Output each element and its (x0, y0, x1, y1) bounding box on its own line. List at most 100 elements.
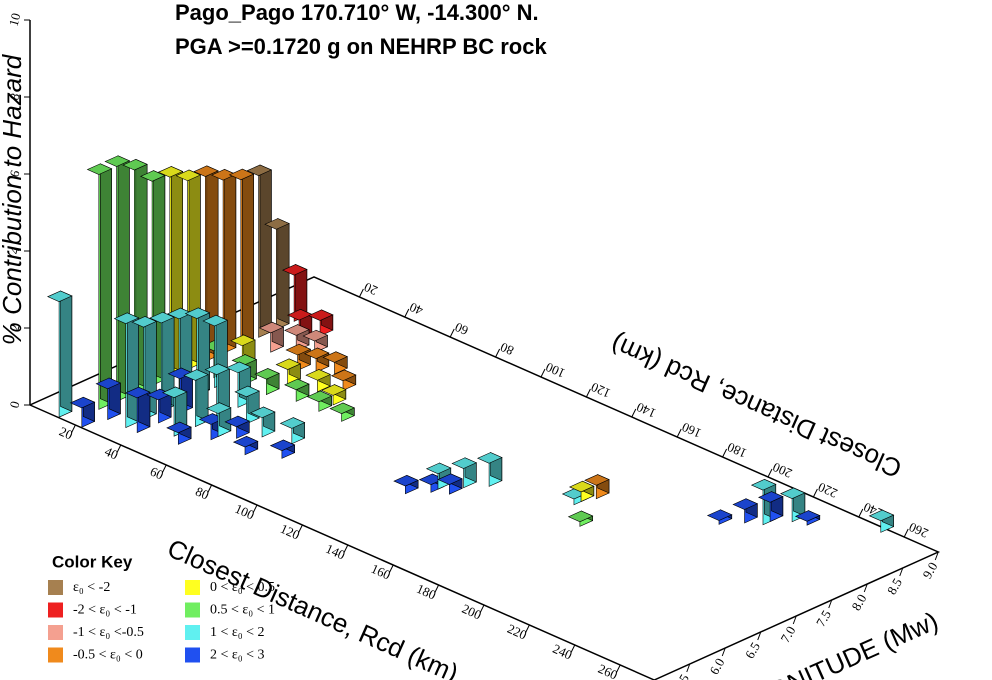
x-tick-back (812, 488, 818, 498)
bar-top (95, 377, 122, 390)
x-tick-label-back: 120 (589, 380, 613, 402)
x-tick (388, 564, 394, 574)
bar-side (241, 168, 254, 341)
bar (794, 510, 821, 526)
bar-top (281, 264, 308, 276)
m-tick-label: 5.5 (671, 671, 692, 680)
bar-top (330, 369, 357, 382)
bar (285, 343, 312, 371)
x-tick-label-back: 100 (543, 360, 567, 382)
x-tick-label-back: 60 (453, 320, 471, 339)
bar (86, 163, 113, 410)
bar-top (161, 386, 188, 399)
x-tick-label: 180 (414, 581, 438, 603)
x-tick (343, 544, 349, 554)
m-tick-label: 7.0 (777, 623, 798, 645)
bar-top (584, 474, 610, 486)
bar (320, 384, 347, 406)
bar-top (306, 390, 333, 403)
bar (305, 369, 331, 393)
bar (757, 491, 784, 523)
x-tick-back (676, 428, 682, 438)
bar-top (264, 218, 290, 230)
bar (322, 351, 349, 375)
x-tick (116, 444, 122, 454)
bar-top (249, 406, 276, 419)
legend-swatch (48, 602, 63, 618)
bar (125, 386, 151, 434)
bar-top (303, 347, 330, 360)
legend-title: Color Key (52, 552, 133, 571)
bar-top (254, 368, 280, 380)
bar-top (69, 396, 96, 409)
bar (279, 417, 306, 445)
bar-top (230, 334, 256, 347)
bar-top (139, 170, 166, 182)
bar-top (567, 510, 594, 523)
bar-top (451, 457, 478, 469)
bar-top (184, 307, 211, 319)
bar-top (166, 421, 192, 434)
legend-swatch (185, 647, 200, 663)
bar-top (302, 329, 329, 342)
bar-top (122, 158, 148, 171)
bar (146, 388, 172, 424)
bar (302, 329, 329, 354)
legend-label: -0.5 < ε₀ < 0 (73, 648, 143, 663)
legend-label: 0.5 < ε₀ < 1 (210, 603, 275, 618)
bar-top (305, 369, 331, 381)
z-tick-label: 0 (6, 400, 22, 410)
bar-top (149, 311, 175, 324)
m-tick (792, 615, 797, 625)
bar (166, 421, 192, 445)
x-tick-back (495, 348, 501, 358)
bar-top (476, 452, 503, 464)
bar-top (228, 168, 255, 181)
bar (232, 435, 259, 456)
bar-top (166, 307, 193, 320)
bar-top (193, 165, 219, 177)
x-axis-label: Closest Distance, Rcd (km) (163, 533, 463, 680)
m-tick-label: 8.5 (884, 575, 905, 597)
bar-top (202, 314, 229, 327)
bar-top (393, 474, 419, 487)
bar (779, 487, 806, 523)
bar (149, 311, 175, 413)
bar-top (757, 491, 784, 503)
bar (46, 290, 73, 418)
legend-label: 2 < ε₀ < 3 (210, 648, 265, 663)
m-tick (757, 631, 762, 641)
bar-top (246, 164, 273, 177)
x-tick-back (858, 508, 864, 518)
x-tick (70, 424, 76, 434)
z-tick-label: 2 (6, 323, 22, 333)
bar-top (225, 361, 252, 374)
z-tick-label: 4 (6, 245, 22, 256)
m-tick-label: 7.5 (813, 607, 834, 629)
bar (706, 509, 733, 525)
bar-side (99, 163, 112, 405)
bar-top (779, 487, 806, 500)
x-tick-label-back: 260 (907, 520, 931, 542)
bar (451, 457, 478, 489)
x-tick-label: 20 (57, 423, 75, 442)
x-tick (615, 664, 621, 674)
bar-top (425, 462, 452, 475)
bar-side (259, 164, 272, 333)
bar-top (279, 417, 306, 429)
bar (269, 439, 296, 459)
bar (254, 367, 280, 396)
x-tick-label: 260 (596, 661, 620, 680)
bar-top (234, 385, 260, 398)
bar (205, 402, 232, 438)
bar-side (60, 290, 73, 412)
x-tick (570, 644, 576, 654)
bar (437, 473, 463, 495)
legend-label: 1 < ε₀ < 2 (210, 625, 265, 640)
legend-label: 0 < ε₀ < 0.5 (210, 580, 275, 595)
m-tick (863, 583, 868, 593)
bar-top (258, 321, 285, 334)
bar-top (204, 363, 231, 375)
bar-top (750, 479, 777, 491)
legend-swatch (48, 625, 63, 640)
